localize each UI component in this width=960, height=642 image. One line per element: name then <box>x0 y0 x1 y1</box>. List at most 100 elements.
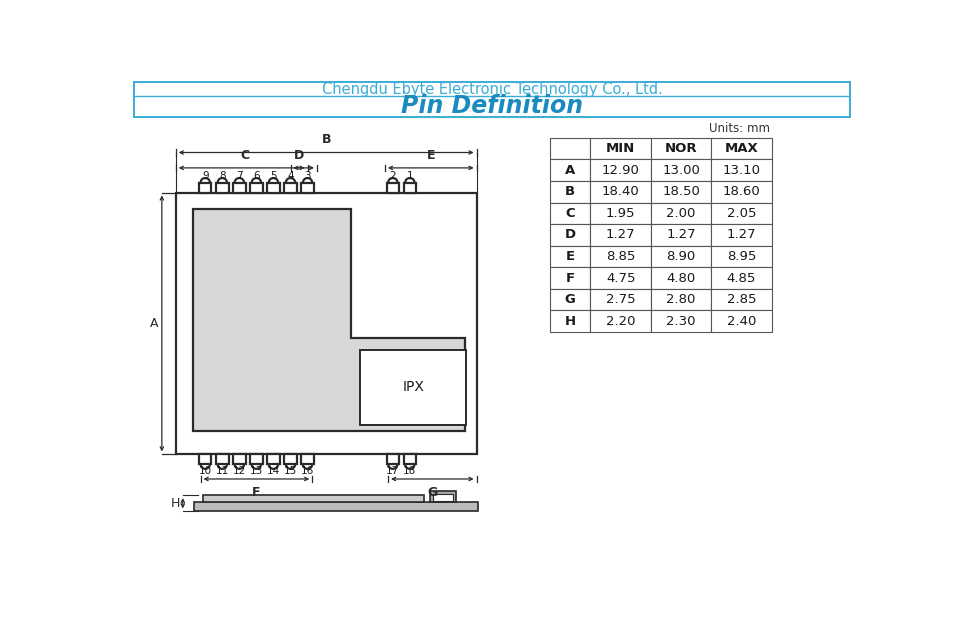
Bar <box>233 455 246 464</box>
Bar <box>590 289 651 310</box>
Text: A: A <box>565 164 575 177</box>
Bar <box>216 455 228 464</box>
Bar <box>711 310 772 332</box>
Text: H: H <box>170 497 180 510</box>
Bar <box>590 224 651 246</box>
Text: G: G <box>427 486 438 499</box>
Bar <box>284 182 297 193</box>
Bar <box>651 246 711 267</box>
Bar <box>550 224 590 246</box>
Text: F: F <box>252 486 261 499</box>
Text: 14: 14 <box>267 466 280 476</box>
Text: 4: 4 <box>287 171 294 181</box>
Bar <box>590 246 651 267</box>
Bar <box>550 267 590 289</box>
Bar <box>433 494 453 501</box>
Bar <box>267 182 279 193</box>
Text: NOR: NOR <box>664 142 697 155</box>
Bar <box>651 224 711 246</box>
Text: 12.90: 12.90 <box>602 164 639 177</box>
Text: B: B <box>565 186 575 198</box>
Bar <box>550 202 590 224</box>
Text: G: G <box>564 293 576 306</box>
Text: 8: 8 <box>219 171 226 181</box>
Text: IPX: IPX <box>402 380 424 394</box>
Bar <box>651 181 711 202</box>
Bar <box>651 289 711 310</box>
Bar <box>284 455 297 464</box>
Text: E: E <box>565 250 575 263</box>
Text: 6: 6 <box>253 171 260 181</box>
Text: 4.75: 4.75 <box>606 272 636 284</box>
Text: 1: 1 <box>406 171 413 181</box>
Bar <box>590 138 651 159</box>
Text: 8.95: 8.95 <box>727 250 756 263</box>
Bar <box>301 182 314 193</box>
Text: Pin Definition: Pin Definition <box>401 94 583 118</box>
Text: D: D <box>294 149 304 162</box>
Bar <box>550 181 590 202</box>
Text: 2.85: 2.85 <box>727 293 756 306</box>
Bar <box>590 310 651 332</box>
Bar <box>711 202 772 224</box>
Bar <box>651 310 711 332</box>
Bar <box>590 159 651 181</box>
Text: 4.85: 4.85 <box>727 272 756 284</box>
Bar <box>550 159 590 181</box>
Bar <box>233 182 246 193</box>
Bar <box>403 455 416 464</box>
Bar <box>216 182 228 193</box>
Bar <box>176 193 476 455</box>
Bar <box>203 495 423 502</box>
Bar <box>711 267 772 289</box>
Bar <box>550 138 590 159</box>
Bar <box>711 289 772 310</box>
Text: 17: 17 <box>386 466 399 476</box>
Text: 2.75: 2.75 <box>606 293 636 306</box>
Text: 13: 13 <box>250 466 263 476</box>
Text: 12: 12 <box>232 466 246 476</box>
Bar <box>267 455 279 464</box>
Bar <box>550 246 590 267</box>
Text: 1.27: 1.27 <box>666 229 696 241</box>
Text: 18.50: 18.50 <box>662 186 700 198</box>
Text: Chengdu Ebyte Electronic Technology Co., Ltd.: Chengdu Ebyte Electronic Technology Co.,… <box>322 82 662 97</box>
Text: 3: 3 <box>304 171 311 181</box>
Text: 1.27: 1.27 <box>606 229 636 241</box>
Bar <box>590 202 651 224</box>
Text: 2.00: 2.00 <box>666 207 696 220</box>
Text: H: H <box>564 315 576 327</box>
Text: 18: 18 <box>403 466 417 476</box>
Text: D: D <box>564 229 576 241</box>
Bar <box>251 182 263 193</box>
Text: 11: 11 <box>216 466 228 476</box>
Text: A: A <box>150 317 158 330</box>
Text: 7: 7 <box>236 171 243 181</box>
Bar <box>711 246 772 267</box>
Bar <box>430 491 456 502</box>
Bar <box>711 138 772 159</box>
Text: 2.20: 2.20 <box>606 315 636 327</box>
Bar <box>199 182 211 193</box>
Bar <box>550 289 590 310</box>
Text: B: B <box>322 134 331 146</box>
Text: MAX: MAX <box>725 142 758 155</box>
Text: 8.90: 8.90 <box>666 250 696 263</box>
Text: 2.40: 2.40 <box>727 315 756 327</box>
Text: 10: 10 <box>199 466 212 476</box>
Bar <box>711 224 772 246</box>
Bar <box>387 182 399 193</box>
Text: Units: mm: Units: mm <box>709 122 770 135</box>
Text: 13.10: 13.10 <box>723 164 760 177</box>
Text: 18.60: 18.60 <box>723 186 760 198</box>
Text: C: C <box>565 207 575 220</box>
Text: 2.30: 2.30 <box>666 315 696 327</box>
Bar <box>590 181 651 202</box>
Bar <box>651 138 711 159</box>
Text: 1.95: 1.95 <box>606 207 636 220</box>
Bar <box>550 310 590 332</box>
Text: E: E <box>426 149 435 162</box>
Text: 4.80: 4.80 <box>666 272 696 284</box>
Text: 5: 5 <box>270 171 276 181</box>
Text: 15: 15 <box>284 466 298 476</box>
